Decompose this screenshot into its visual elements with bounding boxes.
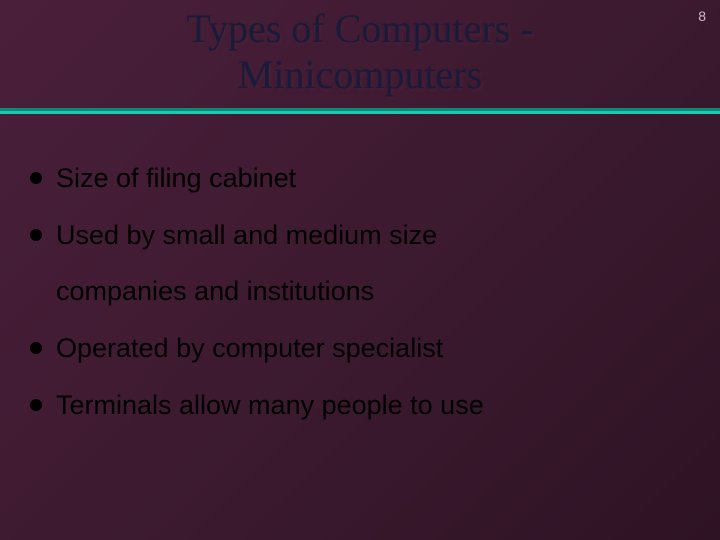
bullet-item: Size of filing cabinet	[30, 150, 690, 207]
bullet-text: Terminals allow many people to use	[56, 377, 484, 434]
page-number: 8	[698, 8, 706, 24]
content-area: Size of filing cabinet Used by small and…	[0, 114, 720, 433]
bullet-icon	[30, 229, 42, 241]
slide: 8 Types of Computers - Minicomputers Siz…	[0, 0, 720, 540]
bullet-text: Size of filing cabinet	[56, 150, 296, 207]
bullet-icon	[30, 172, 42, 184]
bullet-continuation: companies and institutions	[56, 263, 690, 320]
bullet-item: Terminals allow many people to use	[30, 377, 690, 434]
title-line-1: Types of Computers -	[186, 6, 533, 51]
title-line-2: Minicomputers	[238, 52, 482, 97]
bullet-icon	[30, 342, 42, 354]
slide-title: Types of Computers - Minicomputers	[0, 0, 720, 98]
bullet-icon	[30, 399, 42, 411]
bullet-text: Operated by computer specialist	[56, 320, 443, 377]
bullet-item: Operated by computer specialist	[30, 320, 690, 377]
bullet-text: Used by small and medium size	[56, 207, 437, 264]
bullet-item: Used by small and medium size	[30, 207, 690, 264]
